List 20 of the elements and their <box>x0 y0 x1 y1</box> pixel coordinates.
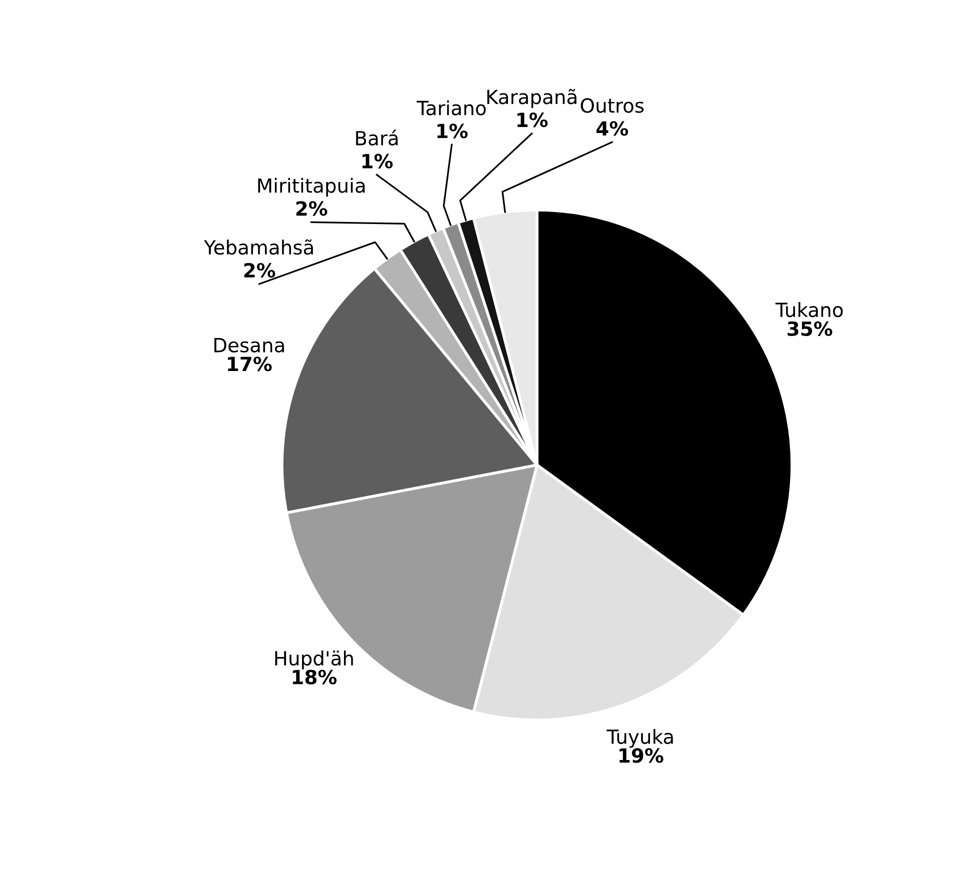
data-label: 1% <box>362 154 393 168</box>
slice-label: Desana <box>214 338 284 352</box>
data-label: 35% <box>788 321 832 336</box>
data-label: 4% <box>596 121 628 136</box>
slice-label: Bará <box>356 130 398 146</box>
data-label: 1% <box>437 124 468 138</box>
slice-label: Karapanã <box>487 88 576 108</box>
slice-label: Tariano <box>416 100 486 116</box>
slice-label: Tukano <box>775 302 843 318</box>
data-label: 18% <box>292 670 337 684</box>
data-label: 2% <box>296 201 328 216</box>
slice-label: Mirititapuia <box>258 178 365 197</box>
slice-label: Outros <box>580 98 644 113</box>
slice-label: Yebamahsã <box>204 239 313 255</box>
data-label: 2% <box>244 262 276 278</box>
slice-label: Tuyuka <box>606 728 673 748</box>
data-label: 1% <box>517 112 548 128</box>
data-label: 19% <box>620 748 664 763</box>
slice-label: Hupd'äh <box>275 650 353 670</box>
data-label: 17% <box>228 356 272 372</box>
